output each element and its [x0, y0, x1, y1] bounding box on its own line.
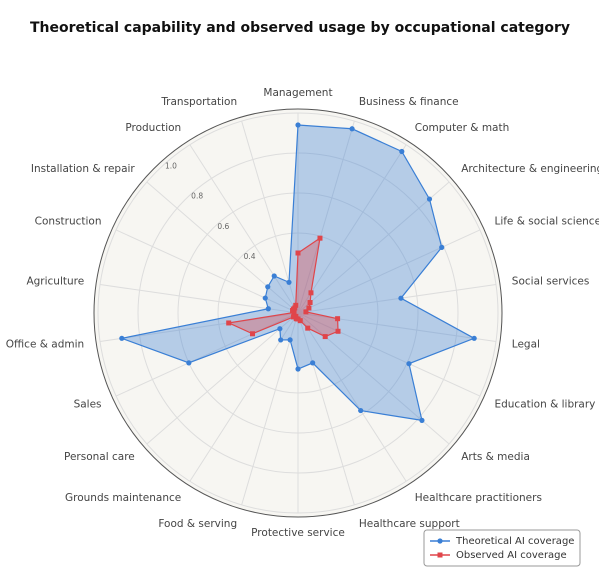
category-label: Legal	[512, 338, 540, 350]
marker	[358, 407, 364, 414]
marker	[471, 335, 477, 341]
marker	[286, 279, 292, 285]
marker	[399, 148, 405, 155]
legend-marker	[437, 538, 443, 544]
marker	[310, 360, 316, 366]
category-label: Computer & math	[415, 122, 510, 134]
r-tick-label: 0.4	[244, 252, 256, 261]
marker	[295, 250, 301, 256]
spoke	[115, 312, 299, 397]
marker	[406, 361, 412, 367]
spoke	[99, 284, 299, 314]
spoke	[297, 284, 497, 314]
marker	[303, 309, 309, 315]
category-label: Healthcare practitioners	[415, 492, 542, 504]
legend-box	[423, 529, 581, 567]
spoke	[297, 312, 407, 482]
marker	[335, 328, 341, 334]
marker	[305, 325, 311, 331]
marker	[278, 337, 284, 343]
marker	[398, 295, 404, 301]
marker	[306, 305, 312, 311]
marker	[293, 302, 299, 308]
category-label: Healthcare support	[359, 518, 460, 530]
marker	[292, 305, 298, 311]
marker	[295, 366, 301, 372]
marker	[262, 295, 268, 301]
legend: Theoretical AI coverage Observed AI cover…	[423, 529, 581, 567]
marker	[317, 235, 323, 241]
marker	[295, 122, 301, 128]
category-label: Installation & repair	[31, 163, 136, 175]
category-label: Grounds maintenance	[65, 492, 181, 504]
category-label: Life & social sciences	[494, 216, 599, 228]
legend-label: Observed AI coverage	[456, 550, 567, 561]
spoke	[297, 312, 481, 397]
category-label: Architecture & engineering	[461, 163, 599, 175]
spoke	[297, 144, 407, 314]
spoke	[241, 312, 299, 506]
marker	[335, 316, 341, 322]
spoke	[115, 229, 299, 314]
marker	[265, 284, 271, 290]
category-label: Construction	[35, 216, 102, 228]
marker	[186, 360, 192, 366]
legend-marker	[437, 552, 443, 558]
marker	[349, 126, 355, 132]
category-label: Transportation	[160, 96, 237, 108]
category-label: Food & serving	[158, 518, 237, 530]
r-tick-label: 0.6	[217, 222, 229, 231]
category-label: Education & library	[494, 398, 595, 410]
marker	[265, 306, 271, 312]
marker	[287, 337, 293, 343]
category-label: Production	[125, 122, 181, 134]
category-label: Management	[263, 87, 332, 99]
marker	[307, 300, 313, 306]
category-label: Protective service	[251, 527, 345, 539]
marker	[322, 334, 328, 340]
spoke	[99, 312, 299, 342]
category-label: Agriculture	[26, 276, 84, 288]
spoke	[297, 229, 481, 314]
spoke	[189, 144, 299, 314]
legend-label: Theoretical AI coverage	[455, 536, 574, 547]
marker	[271, 273, 277, 279]
marker	[419, 417, 425, 423]
category-label: Social services	[512, 276, 590, 288]
spoke	[297, 312, 355, 506]
marker	[226, 320, 232, 326]
marker	[426, 196, 433, 202]
r-tick-label: 1.0	[165, 161, 177, 170]
marker	[277, 326, 283, 332]
marker	[250, 331, 256, 337]
spoke	[146, 312, 299, 445]
marker	[439, 244, 445, 250]
marker	[119, 335, 125, 341]
category-label: Arts & media	[461, 451, 530, 463]
spoke	[297, 120, 355, 314]
spoke	[146, 181, 299, 314]
chart-title: Theoretical capability and observed usag…	[30, 20, 570, 36]
category-label: Office & admin	[6, 338, 84, 350]
category-label: Business & finance	[359, 96, 459, 108]
r-tick-label: 0.8	[191, 192, 203, 201]
category-label: Personal care	[64, 451, 135, 463]
spoke	[297, 181, 450, 314]
marker	[308, 290, 314, 296]
category-label: Sales	[74, 398, 102, 410]
marker	[290, 314, 296, 320]
